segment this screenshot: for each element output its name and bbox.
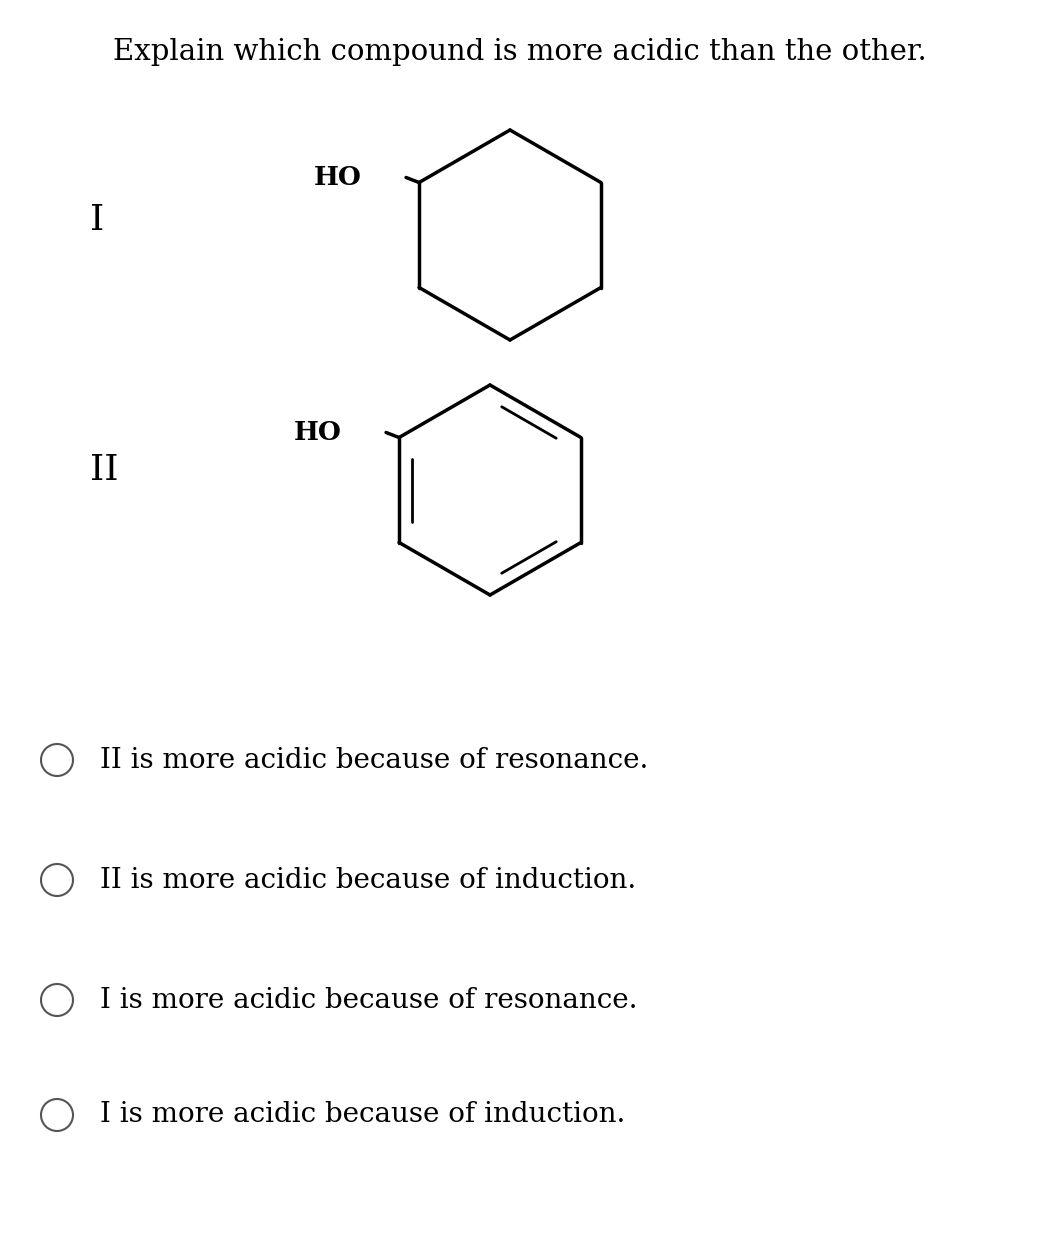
Text: I: I — [90, 203, 104, 237]
Text: HO: HO — [294, 419, 342, 444]
Text: HO: HO — [314, 165, 362, 190]
Text: II is more acidic because of resonance.: II is more acidic because of resonance. — [100, 746, 648, 774]
Text: I is more acidic because of induction.: I is more acidic because of induction. — [100, 1102, 625, 1128]
Text: II: II — [90, 453, 119, 487]
Text: I is more acidic because of resonance.: I is more acidic because of resonance. — [100, 987, 638, 1014]
Text: Explain which compound is more acidic than the other.: Explain which compound is more acidic th… — [113, 38, 927, 66]
Text: II is more acidic because of induction.: II is more acidic because of induction. — [100, 866, 636, 894]
